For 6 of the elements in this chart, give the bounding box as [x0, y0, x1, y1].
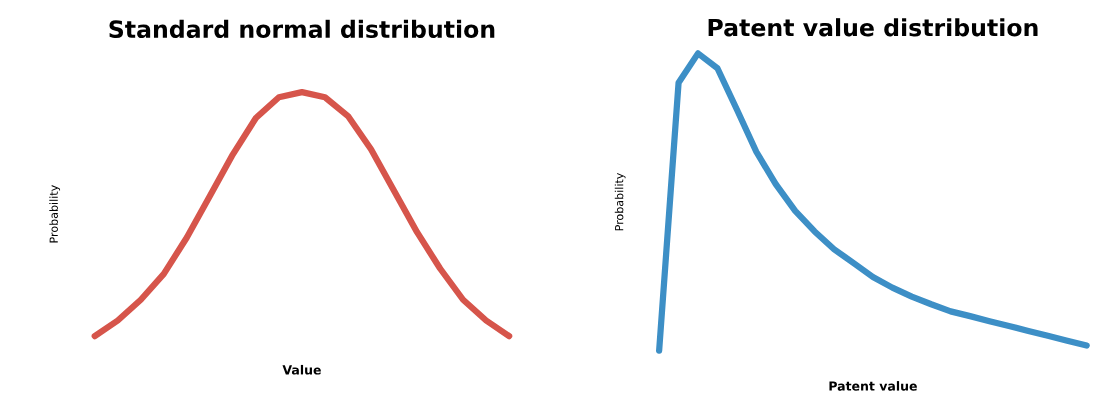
x-axis-title: Value [282, 364, 321, 375]
y-axis-title: Probability [614, 172, 626, 231]
chart-title: Patent value distribution [708, 18, 1038, 37]
chart-title: Standard normal distribution [109, 19, 495, 39]
x-axis-title: Patent value [829, 381, 917, 391]
y-axis-title: Probability [49, 185, 61, 243]
